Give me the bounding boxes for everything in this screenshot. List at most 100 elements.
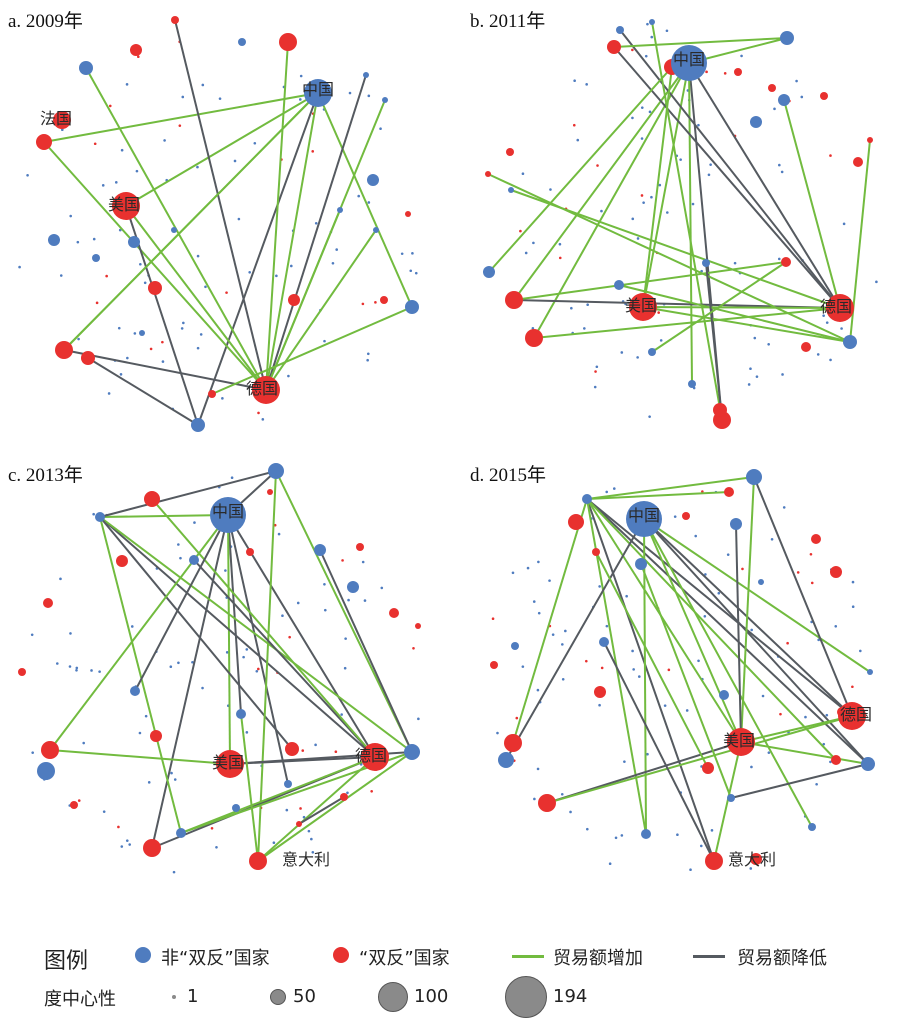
edge-trade-decrease	[193, 559, 376, 758]
country-node	[780, 31, 794, 45]
edge-trade-increase	[643, 518, 871, 673]
minor-node	[697, 659, 700, 663]
country-node	[614, 280, 624, 290]
country-node	[55, 341, 73, 359]
minor-node	[272, 841, 276, 845]
minor-node	[361, 560, 365, 564]
minor-node	[632, 668, 635, 671]
minor-node	[815, 782, 818, 786]
minor-node	[631, 48, 634, 52]
minor-node	[215, 846, 218, 849]
minor-node	[30, 633, 34, 637]
minor-node	[875, 280, 878, 284]
minor-node	[125, 83, 129, 86]
country-node	[415, 623, 421, 629]
centrality-dot-50	[270, 989, 286, 1005]
minor-node	[851, 580, 855, 584]
country-node	[189, 555, 199, 565]
minor-node	[69, 632, 72, 635]
minor-node	[61, 128, 64, 132]
minor-node	[537, 611, 541, 615]
minor-node	[107, 392, 111, 395]
edge-trade-increase	[125, 92, 319, 207]
minor-node	[657, 311, 660, 314]
minor-node	[311, 150, 315, 153]
country-node	[139, 330, 145, 336]
minor-node	[101, 184, 105, 187]
country-node	[616, 26, 624, 34]
country-node	[594, 686, 606, 698]
minor-node	[341, 559, 344, 562]
country-node	[314, 544, 326, 556]
country-node	[48, 234, 60, 246]
minor-node	[636, 356, 639, 359]
edge-trade-increase	[651, 261, 787, 353]
edge-trade-increase	[265, 209, 341, 391]
country-node	[853, 157, 863, 167]
minor-node	[667, 668, 671, 672]
minor-node	[135, 169, 139, 173]
edge-trade-increase	[586, 498, 837, 761]
centrality-dot-100	[378, 982, 408, 1012]
minor-node	[361, 302, 365, 306]
minor-node	[117, 326, 121, 330]
minor-node	[781, 373, 784, 376]
legend-green-line	[512, 955, 544, 958]
country-node	[781, 257, 791, 267]
edge-trade-decrease	[586, 498, 869, 765]
node-label-germany: 德国	[355, 746, 387, 765]
country-node	[288, 294, 300, 306]
minor-node	[230, 476, 234, 479]
minor-node	[658, 183, 662, 187]
minor-node	[367, 201, 371, 204]
edge-trade-decrease	[63, 349, 267, 391]
country-node	[778, 94, 790, 106]
minor-node	[191, 660, 194, 664]
minor-node	[585, 83, 588, 86]
country-node	[641, 829, 651, 839]
minor-node	[201, 686, 204, 690]
minor-node	[119, 373, 123, 376]
country-node	[820, 92, 828, 100]
minor-node	[92, 237, 96, 241]
country-node	[568, 514, 584, 530]
edge-trade-increase	[546, 715, 853, 804]
minor-node	[637, 675, 641, 678]
minor-node	[780, 170, 784, 174]
minor-node	[366, 358, 369, 362]
minor-node	[750, 628, 753, 632]
edge-trade-decrease	[227, 514, 376, 758]
minor-node	[348, 91, 352, 95]
centrality-label-100: 100	[414, 986, 449, 1007]
minor-node	[414, 271, 418, 275]
minor-node	[723, 72, 727, 75]
minor-node	[102, 810, 106, 813]
country-node	[144, 491, 160, 507]
minor-node	[144, 714, 148, 718]
country-node	[363, 72, 369, 78]
minor-node	[773, 107, 776, 111]
country-node	[688, 380, 696, 388]
minor-node	[245, 731, 249, 734]
country-node	[389, 608, 399, 618]
minor-node	[640, 137, 644, 140]
minor-node	[822, 742, 826, 746]
minor-node	[561, 677, 565, 681]
minor-node	[323, 608, 327, 612]
edge-trade-increase	[595, 551, 709, 769]
minor-node	[810, 581, 814, 585]
node-label-france: 法国	[40, 109, 72, 128]
minor-node	[108, 104, 112, 108]
minor-node	[842, 222, 846, 226]
minor-node	[105, 274, 108, 278]
country-node	[79, 61, 93, 75]
minor-node	[334, 750, 338, 754]
minor-node	[496, 731, 499, 735]
minor-node	[323, 583, 326, 586]
centrality-dot-194	[505, 976, 547, 1018]
centrality-label-50: 50	[293, 986, 316, 1007]
edge-trade-increase	[643, 518, 742, 743]
minor-node	[161, 340, 164, 344]
minor-node	[631, 649, 634, 653]
